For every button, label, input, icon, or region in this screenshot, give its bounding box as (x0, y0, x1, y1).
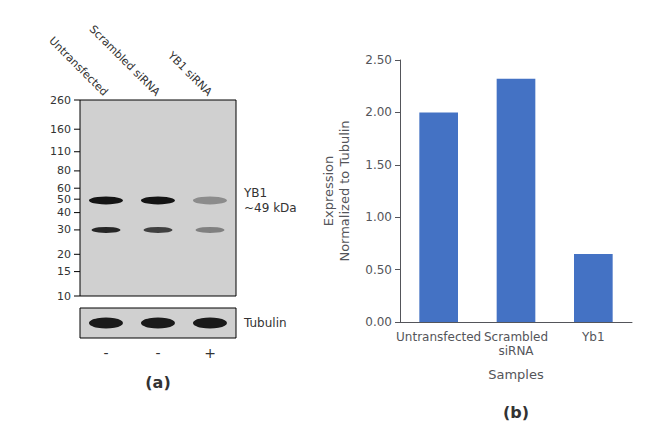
svg-text:-: - (155, 345, 160, 361)
svg-text:YB1 siRNA: YB1 siRNA (164, 48, 214, 98)
svg-text:60: 60 (57, 181, 71, 195)
svg-text:Samples: Samples (488, 367, 544, 382)
svg-text:30: 30 (57, 223, 71, 236)
svg-text:+: + (204, 345, 216, 361)
svg-text:1.50: 1.50 (365, 158, 392, 172)
svg-text:50: 50 (57, 193, 71, 206)
svg-text:Scrambled: Scrambled (484, 330, 548, 344)
svg-text:Expression: Expression (321, 156, 336, 227)
svg-text:Scrambled siRNA: Scrambled siRNA (87, 23, 163, 99)
svg-text:260: 260 (50, 94, 71, 107)
svg-text:80: 80 (57, 164, 71, 177)
svg-text:40: 40 (57, 206, 71, 219)
svg-text:YB1: YB1 (243, 186, 267, 200)
svg-text:2.00: 2.00 (365, 105, 392, 119)
svg-text:(a): (a) (145, 373, 170, 392)
svg-text:siRNA: siRNA (498, 344, 534, 358)
svg-text:110: 110 (50, 145, 71, 158)
svg-text:Untransfected: Untransfected (396, 330, 481, 344)
svg-text:(b): (b) (503, 403, 529, 422)
svg-text:0.00: 0.00 (365, 315, 392, 329)
svg-text:-: - (103, 345, 108, 361)
svg-text:10: 10 (57, 290, 71, 303)
svg-text:2.50: 2.50 (365, 53, 392, 67)
svg-text:Untransfected: Untransfected (46, 34, 111, 99)
svg-text:~49 kDa: ~49 kDa (244, 201, 297, 215)
svg-text:Tubulin: Tubulin (243, 316, 287, 330)
svg-text:Normalized to Tubulin: Normalized to Tubulin (337, 120, 352, 261)
svg-text:15: 15 (57, 265, 71, 278)
svg-text:1.00: 1.00 (365, 210, 392, 224)
svg-text:Yb1: Yb1 (581, 330, 605, 344)
svg-text:0.50: 0.50 (365, 263, 392, 277)
svg-text:20: 20 (57, 248, 71, 261)
svg-text:160: 160 (50, 123, 71, 136)
